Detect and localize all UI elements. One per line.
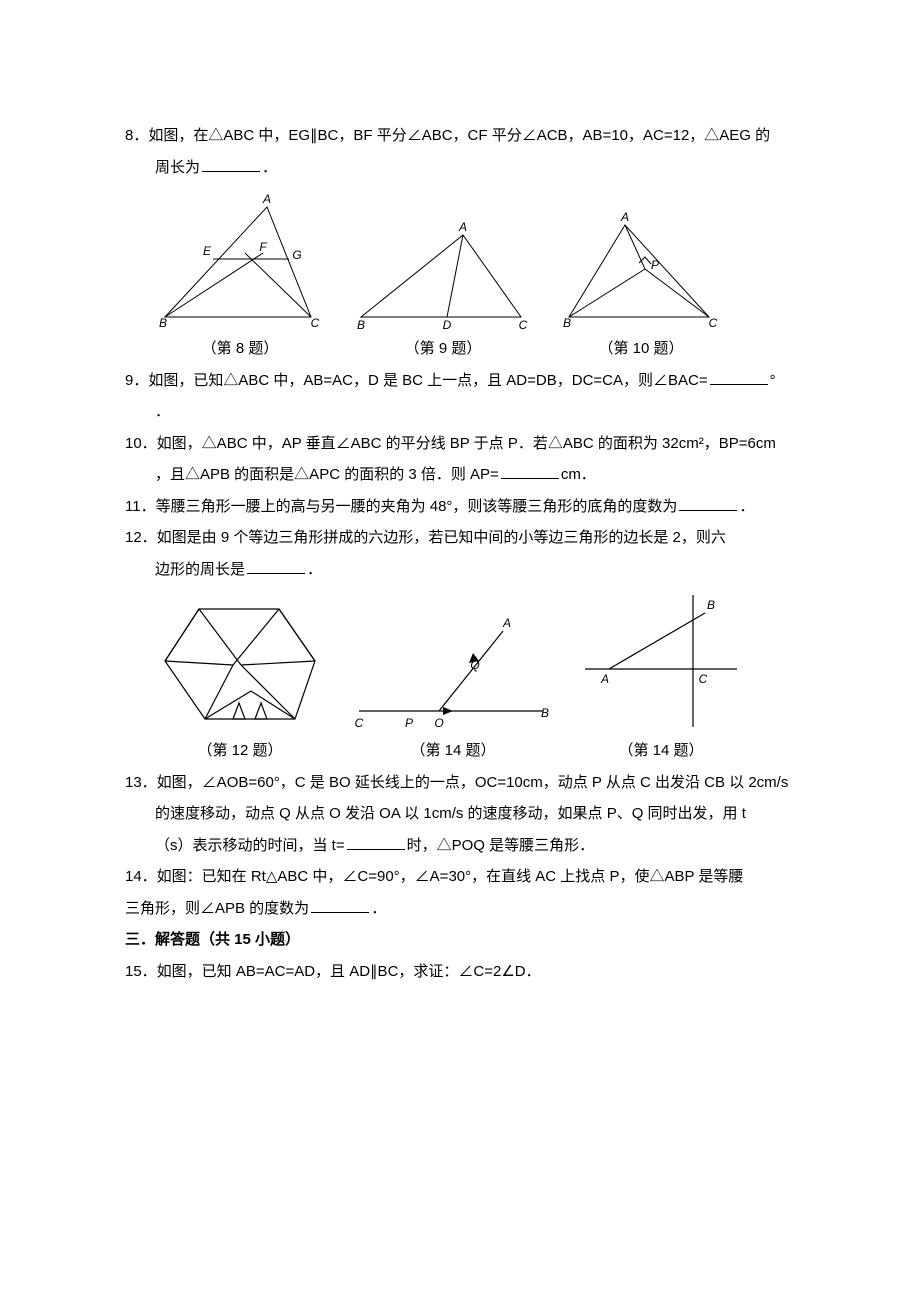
q8-post: ．	[262, 159, 277, 176]
svg-text:A: A	[458, 220, 467, 234]
figure-9-svg: A B D C	[353, 219, 533, 329]
svg-text:Q: Q	[470, 658, 479, 672]
figure-row-8-9-10: A B C E F G （第 8 题） A B D	[155, 189, 810, 365]
svg-text:C: C	[355, 716, 364, 730]
question-14-line1: 14．如图：已知在 Rt△ABC 中，∠C=90°，∠A=30°，在直线 AC …	[125, 861, 810, 893]
svg-text:D: D	[443, 318, 452, 329]
figure-8-svg: A B C E F G	[155, 189, 325, 329]
figure-8-caption: （第 8 题）	[202, 333, 279, 365]
svg-text:C: C	[709, 316, 718, 329]
svg-text:B: B	[563, 316, 571, 329]
question-9: 9．如图，已知△ABC 中，AB=AC，D 是 BC 上一点，且 AD=DB，D…	[125, 365, 810, 397]
q12-post: ．	[307, 561, 322, 578]
question-10-line2: ，且△APB 的面积是△APC 的面积的 3 倍．则 AP= cm．	[125, 459, 810, 491]
q10-pre: ，且△APB 的面积是△APC 的面积的 3 倍．则 AP=	[155, 466, 499, 483]
q9-pre: 9．如图，已知△ABC 中，AB=AC，D 是 BC 上一点，且 AD=DB，D…	[125, 372, 708, 389]
figure-12-svg	[155, 591, 325, 731]
svg-text:B: B	[707, 598, 715, 612]
svg-text:C: C	[311, 316, 320, 329]
q10-blank	[501, 465, 559, 480]
question-11: 11．等腰三角形一腰上的高与另一腰的夹角为 48°，则该等腰三角形的底角的度数为…	[125, 491, 810, 523]
q13-pre: （s）表示移动的时间，当 t=	[155, 837, 345, 854]
figure-10-caption: （第 10 题）	[598, 333, 683, 365]
question-13-line2: 的速度移动，动点 Q 从点 O 发沿 OA 以 1cm/s 的速度移动，如果点 …	[125, 798, 810, 830]
question-13-line3: （s）表示移动的时间，当 t= 时，△POQ 是等腰三角形．	[125, 830, 810, 862]
svg-text:A: A	[262, 192, 271, 206]
figure-9-caption: （第 9 题）	[405, 333, 482, 365]
q12-pre: 边形的周长是	[155, 561, 245, 578]
figure-14a-caption: （第 14 题）	[410, 735, 495, 767]
q10-post: cm．	[561, 466, 596, 483]
svg-text:P: P	[405, 716, 413, 730]
svg-text:C: C	[519, 318, 528, 329]
q14-pre: 三角形，则∠APB 的度数为	[125, 900, 309, 917]
figure-14a-svg: A B O Q P C	[353, 611, 553, 731]
svg-text:B: B	[541, 706, 549, 720]
question-8-line2: 周长为 ．	[125, 152, 810, 184]
q12-blank	[247, 559, 305, 574]
figure-12: （第 12 题）	[155, 591, 325, 767]
figure-9: A B D C （第 9 题）	[353, 219, 533, 365]
q9-blank	[710, 370, 768, 385]
svg-text:B: B	[357, 318, 365, 329]
question-15: 15．如图，已知 AB=AC=AD，且 AD∥BC，求证：∠C=2∠D．	[125, 956, 810, 988]
question-14-line2: 三角形，则∠APB 的度数为 ．	[125, 893, 810, 925]
svg-text:B: B	[159, 316, 167, 329]
figure-10: A B C P （第 10 题）	[561, 209, 721, 365]
svg-text:E: E	[203, 244, 212, 258]
svg-text:C: C	[699, 672, 708, 686]
q11-pre: 11．等腰三角形一腰上的高与另一腰的夹角为 48°，则该等腰三角形的底角的度数为	[125, 498, 677, 515]
figure-14b-svg: A B C	[581, 591, 741, 731]
q13-blank	[347, 835, 405, 850]
q8-blank	[202, 157, 260, 172]
question-13-line1: 13．如图，∠AOB=60°，C 是 BO 延长线上的一点，OC=10cm，动点…	[125, 767, 810, 799]
figure-14a: A B O Q P C （第 14 题）	[353, 611, 553, 767]
question-12-line2: 边形的周长是 ．	[125, 554, 810, 586]
q11-blank	[679, 496, 737, 511]
svg-text:F: F	[259, 240, 267, 254]
figure-10-svg: A B C P	[561, 209, 721, 329]
svg-text:A: A	[620, 210, 629, 224]
figure-12-caption: （第 12 题）	[197, 735, 282, 767]
svg-text:A: A	[502, 616, 511, 630]
svg-text:G: G	[292, 248, 301, 262]
q9-post: °	[770, 372, 776, 389]
figure-8: A B C E F G （第 8 题）	[155, 189, 325, 365]
question-10-line1: 10．如图，△ABC 中，AP 垂直∠ABC 的平分线 BP 于点 P．若△AB…	[125, 428, 810, 460]
figure-row-12-14: （第 12 题） A B O Q P C	[155, 591, 810, 767]
q11-post: ．	[739, 498, 754, 515]
question-9-line2: ．	[125, 396, 810, 428]
question-12-line1: 12．如图是由 9 个等边三角形拼成的六边形，若已知中间的小等边三角形的边长是 …	[125, 522, 810, 554]
figure-14b-caption: （第 14 题）	[618, 735, 703, 767]
question-8-line1: 8．如图，在△ABC 中，EG∥BC，BF 平分∠ABC，CF 平分∠ACB，A…	[125, 120, 810, 152]
q14-blank	[311, 898, 369, 913]
figure-14b: A B C （第 14 题）	[581, 591, 741, 767]
svg-text:O: O	[434, 716, 443, 730]
svg-text:P: P	[651, 258, 659, 272]
svg-text:A: A	[600, 672, 609, 686]
q14-post: ．	[371, 900, 386, 917]
q8-pre: 周长为	[155, 159, 200, 176]
section-3-heading: 三．解答题（共 15 小题）	[125, 924, 810, 956]
q13-post: 时，△POQ 是等腰三角形．	[407, 837, 595, 854]
